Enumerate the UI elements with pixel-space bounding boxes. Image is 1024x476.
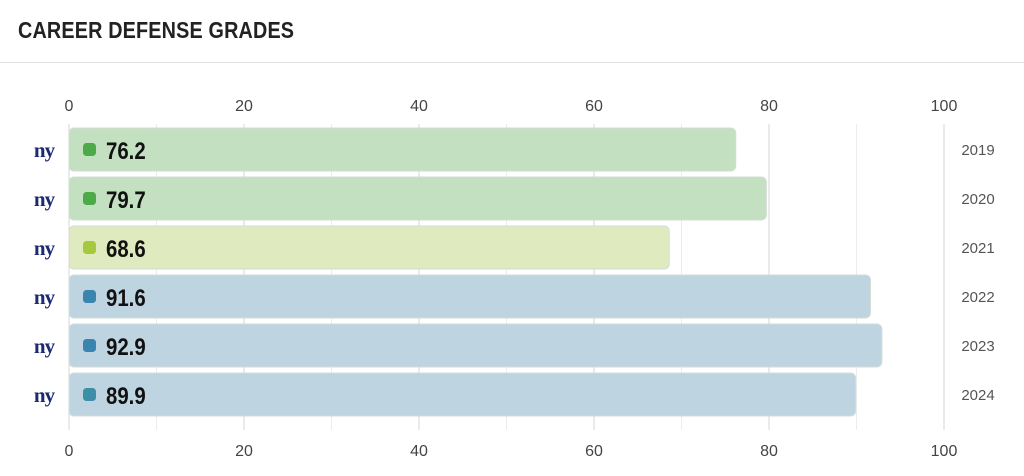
bar-row: ny 68.6 2021: [34, 225, 995, 270]
bar-value-label: 76.2: [106, 137, 146, 164]
ny-giants-logo-icon: ny: [34, 285, 57, 309]
x-tick-label-bottom: 40: [410, 443, 428, 460]
bar: [68, 372, 857, 417]
bar-value-label: 89.9: [106, 382, 146, 409]
team-logo-text: ny: [34, 236, 56, 260]
bar-row: ny 79.7 2020: [34, 176, 995, 221]
bar-series: ny 76.2 2019 ny 79.7 2020 ny 68.6 2021 ny 91.6 2022…: [34, 127, 995, 417]
x-tick-label-top: 0: [65, 98, 74, 115]
grade-dot: [83, 388, 96, 401]
x-tick-label-top: 40: [410, 98, 428, 115]
year-label: 2019: [961, 142, 994, 159]
x-tick-label-top: 100: [931, 98, 958, 115]
ny-giants-logo-icon: ny: [34, 334, 57, 358]
ny-giants-logo-icon: ny: [34, 236, 57, 260]
year-label: 2022: [961, 289, 994, 306]
chart-title: CAREER DEFENSE GRADES: [18, 17, 295, 43]
bar-row: ny 76.2 2019: [34, 127, 995, 172]
x-tick-label-top: 60: [585, 98, 603, 115]
grade-dot: [83, 290, 96, 303]
grade-dot: [83, 143, 96, 156]
ny-giants-logo-icon: ny: [34, 383, 57, 407]
team-logo-text: ny: [34, 138, 56, 162]
year-label: 2024: [961, 387, 994, 404]
team-logo-text: ny: [34, 383, 56, 407]
year-label: 2023: [961, 338, 994, 355]
bar-value-label: 92.9: [106, 333, 146, 360]
x-axis-bottom: 0 20 40 60 80 100: [65, 443, 958, 460]
bar: [68, 127, 737, 172]
x-tick-label-bottom: 20: [235, 443, 253, 460]
bar: [68, 225, 670, 270]
year-label: 2021: [961, 240, 994, 257]
grade-dot: [83, 241, 96, 254]
x-tick-label-bottom: 80: [760, 443, 778, 460]
bar-value-label: 91.6: [106, 284, 146, 311]
grade-dot: [83, 192, 96, 205]
team-logo-text: ny: [34, 187, 56, 211]
bar: [68, 274, 871, 319]
bar-row: ny 89.9 2024: [34, 372, 995, 417]
year-label: 2020: [961, 191, 994, 208]
team-logo-text: ny: [34, 285, 56, 309]
x-tick-label-bottom: 0: [65, 443, 74, 460]
x-tick-label-top: 80: [760, 98, 778, 115]
x-tick-label-bottom: 100: [931, 443, 958, 460]
bar-row: ny 92.9 2023: [34, 323, 995, 368]
bar: [68, 323, 883, 368]
bar-value-label: 79.7: [106, 186, 146, 213]
x-tick-label-top: 20: [235, 98, 253, 115]
grade-dot: [83, 339, 96, 352]
title-divider: [0, 62, 1024, 63]
ny-giants-logo-icon: ny: [34, 138, 57, 162]
x-axis-top: 0 20 40 60 80 100: [65, 98, 958, 115]
bar: [68, 176, 767, 221]
bar-value-label: 68.6: [106, 235, 146, 262]
x-tick-label-bottom: 60: [585, 443, 603, 460]
team-logo-text: ny: [34, 334, 56, 358]
bar-row: ny 91.6 2022: [34, 274, 995, 319]
ny-giants-logo-icon: ny: [34, 187, 57, 211]
